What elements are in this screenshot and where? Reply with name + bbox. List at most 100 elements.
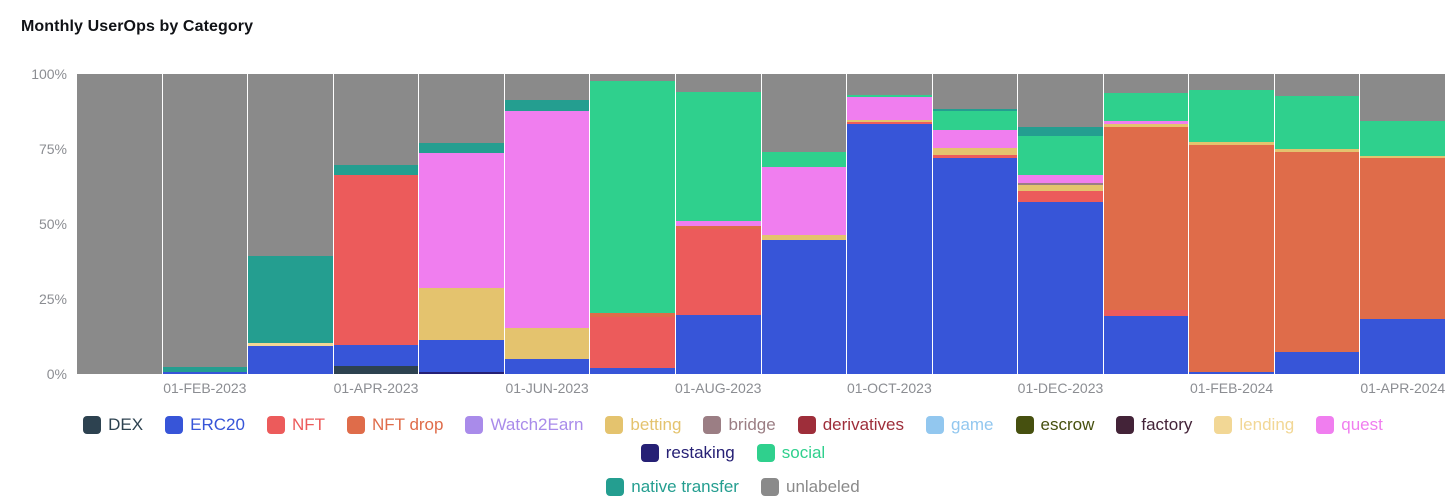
legend-item-escrow[interactable]: escrow: [1015, 414, 1094, 436]
segment-betting[interactable]: [419, 287, 504, 340]
segment-unlabeled[interactable]: [1274, 74, 1360, 96]
segment-lending[interactable]: [248, 343, 333, 347]
legend-item-factory[interactable]: factory: [1116, 414, 1192, 436]
segment-nft-drop[interactable]: [1103, 127, 1189, 310]
legend-item-dex[interactable]: DEX: [83, 414, 143, 436]
segment-unlabeled[interactable]: [504, 74, 590, 100]
segment-erc20[interactable]: [1018, 202, 1103, 374]
segment-unlabeled[interactable]: [847, 74, 932, 95]
segment-quest[interactable]: [761, 167, 847, 236]
legend-item-erc20[interactable]: ERC20: [165, 414, 245, 436]
legend-item-nft[interactable]: NFT: [266, 414, 325, 436]
segment-erc20[interactable]: [675, 314, 761, 374]
segment-nft-drop[interactable]: [1189, 145, 1274, 372]
segment-unlabeled[interactable]: [162, 74, 248, 367]
legend-item-watch2earn[interactable]: Watch2Earn: [465, 414, 583, 436]
legend-item-unlabeled[interactable]: unlabeled: [760, 476, 860, 498]
segment-erc20[interactable]: [162, 371, 248, 374]
segment-native-transfer[interactable]: [248, 256, 333, 344]
bar-2023-03[interactable]: [248, 74, 333, 374]
bar-2023-07[interactable]: [590, 74, 675, 374]
segment-bridge[interactable]: [1018, 182, 1103, 185]
segment-betting[interactable]: [1103, 124, 1189, 128]
segment-native-transfer[interactable]: [504, 99, 590, 111]
segment-social[interactable]: [761, 152, 847, 168]
segment-quest[interactable]: [675, 221, 761, 227]
segment-social[interactable]: [1274, 95, 1360, 149]
segment-unlabeled[interactable]: [248, 74, 333, 257]
segment-nft[interactable]: [932, 155, 1018, 159]
segment-unlabeled[interactable]: [77, 74, 162, 374]
legend-item-nft-drop[interactable]: NFT drop: [346, 414, 443, 436]
segment-unlabeled[interactable]: [1189, 74, 1274, 90]
segment-erc20[interactable]: [1360, 318, 1445, 374]
segment-social[interactable]: [932, 111, 1018, 130]
legend-item-bridge[interactable]: bridge: [703, 414, 776, 436]
legend-item-quest[interactable]: quest: [1316, 414, 1383, 436]
segment-quest[interactable]: [1103, 121, 1189, 125]
segment-erc20[interactable]: [761, 240, 847, 374]
segment-erc20[interactable]: [419, 339, 504, 372]
segment-quest[interactable]: [932, 129, 1018, 149]
segment-betting[interactable]: [761, 235, 847, 241]
segment-social[interactable]: [1360, 120, 1445, 156]
segment-nft-drop[interactable]: [1274, 152, 1360, 353]
segment-erc20[interactable]: [590, 368, 675, 374]
segment-unlabeled[interactable]: [1103, 73, 1189, 94]
segment-erc20[interactable]: [1189, 371, 1274, 374]
segment-social[interactable]: [1018, 135, 1103, 176]
bar-2023-06[interactable]: [504, 74, 590, 374]
legend-item-lending[interactable]: lending: [1214, 414, 1294, 436]
segment-betting[interactable]: [1018, 184, 1103, 192]
bar-2023-01[interactable]: [77, 74, 162, 374]
bar-2023-05[interactable]: [419, 74, 504, 374]
segment-nft[interactable]: [590, 316, 675, 369]
segment-native-transfer[interactable]: [1018, 127, 1103, 136]
segment-quest[interactable]: [1018, 175, 1103, 183]
segment-native-transfer[interactable]: [162, 366, 248, 372]
segment-erc20[interactable]: [1103, 316, 1189, 374]
bar-2023-08[interactable]: [675, 74, 761, 374]
segment-quest[interactable]: [504, 110, 590, 329]
segment-erc20[interactable]: [1274, 352, 1360, 374]
segment-betting[interactable]: [932, 148, 1018, 155]
segment-restaking[interactable]: [419, 371, 504, 374]
legend-item-social[interactable]: social: [756, 442, 825, 464]
segment-unlabeled[interactable]: [932, 74, 1018, 110]
segment-nft-drop[interactable]: [675, 226, 761, 229]
bar-2024-03[interactable]: [1274, 74, 1360, 374]
segment-nft[interactable]: [333, 174, 419, 346]
segment-nft[interactable]: [1018, 191, 1103, 203]
segment-erc20[interactable]: [504, 359, 590, 374]
bar-2024-01[interactable]: [1103, 73, 1189, 374]
segment-nft-drop[interactable]: [1360, 158, 1445, 319]
segment-erc20[interactable]: [248, 346, 333, 374]
segment-unlabeled[interactable]: [1018, 74, 1103, 128]
segment-dex[interactable]: [333, 366, 419, 374]
segment-quest[interactable]: [419, 152, 504, 288]
segment-nft[interactable]: [847, 122, 932, 125]
segment-unlabeled[interactable]: [675, 74, 761, 93]
segment-erc20[interactable]: [333, 345, 419, 367]
bar-2023-12[interactable]: [1018, 74, 1103, 374]
bar-2023-11[interactable]: [932, 74, 1018, 374]
segment-quest[interactable]: [847, 96, 932, 121]
bar-2023-09[interactable]: [761, 74, 847, 374]
segment-native-transfer[interactable]: [419, 143, 504, 153]
segment-nft[interactable]: [1103, 309, 1189, 317]
segment-betting[interactable]: [1360, 155, 1445, 159]
segment-erc20[interactable]: [932, 158, 1018, 374]
segment-unlabeled[interactable]: [419, 74, 504, 143]
segment-native-transfer[interactable]: [333, 164, 419, 175]
segment-nft-drop[interactable]: [590, 313, 675, 317]
legend-item-game[interactable]: game: [925, 414, 994, 436]
segment-social[interactable]: [1189, 89, 1274, 143]
segment-betting[interactable]: [1189, 142, 1274, 146]
segment-unlabeled[interactable]: [590, 74, 675, 81]
segment-unlabeled[interactable]: [1360, 74, 1445, 121]
legend-item-native-transfer[interactable]: native transfer: [606, 476, 739, 498]
segment-unlabeled[interactable]: [333, 74, 419, 165]
segment-social[interactable]: [675, 92, 761, 221]
legend-item-restaking[interactable]: restaking: [640, 442, 735, 464]
bar-2023-04[interactable]: [333, 74, 419, 374]
